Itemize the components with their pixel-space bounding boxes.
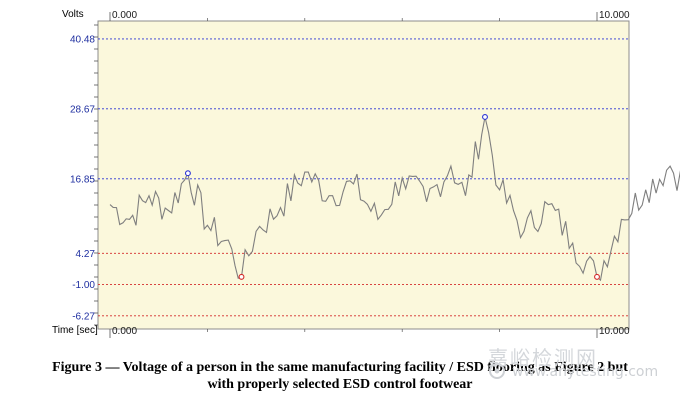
peak-marker — [184, 170, 191, 177]
watermark-title: 嘉峪检测网 — [488, 346, 598, 370]
voltage-trace — [109, 116, 680, 282]
y-axis-label: Volts — [62, 9, 84, 20]
y-tick-label: 4.27 — [76, 249, 96, 260]
x-tick-label-top: 10.000 — [599, 10, 630, 21]
x-tick-label-top: 0.000 — [112, 10, 137, 21]
y-axis-ticks: 40.48 28.67 16.85 4.27 -1.00 -6.27 — [70, 24, 98, 326]
valley-marker — [594, 273, 600, 280]
x-tick-label-bottom: 10.000 — [599, 326, 630, 337]
figure-caption-line-2: with properly selected ESD control footw… — [207, 377, 473, 392]
y-tick-label: -6.27 — [72, 311, 95, 322]
y-tick-label: 16.85 — [70, 174, 95, 185]
watermark-logo-icon — [489, 363, 505, 379]
x-axis-ticks: 0.0000.00010.00010.00020.00020.00030.000… — [109, 10, 630, 338]
watermark-subtitle: www.anytesting.com — [512, 364, 659, 380]
voltage-chart: 40.48 28.67 16.85 4.27 -1.00 -6.27 0.000 0.000… — [52, 9, 680, 338]
plot-area — [97, 20, 630, 330]
x-axis-label: Time [sec] — [52, 325, 98, 336]
y-tick-label: 28.67 — [70, 104, 95, 115]
valley-marker — [238, 273, 245, 280]
reference-lines — [98, 38, 629, 317]
x-tick-label-bottom: 0.000 — [112, 326, 137, 337]
figure-caption-line-1: Figure 3 — Voltage of a person in the sa… — [52, 360, 628, 375]
y-tick-label: 40.48 — [70, 34, 95, 45]
y-tick-label: -1.00 — [72, 280, 95, 291]
peak-marker — [482, 114, 488, 120]
extrema-markers — [184, 114, 600, 280]
